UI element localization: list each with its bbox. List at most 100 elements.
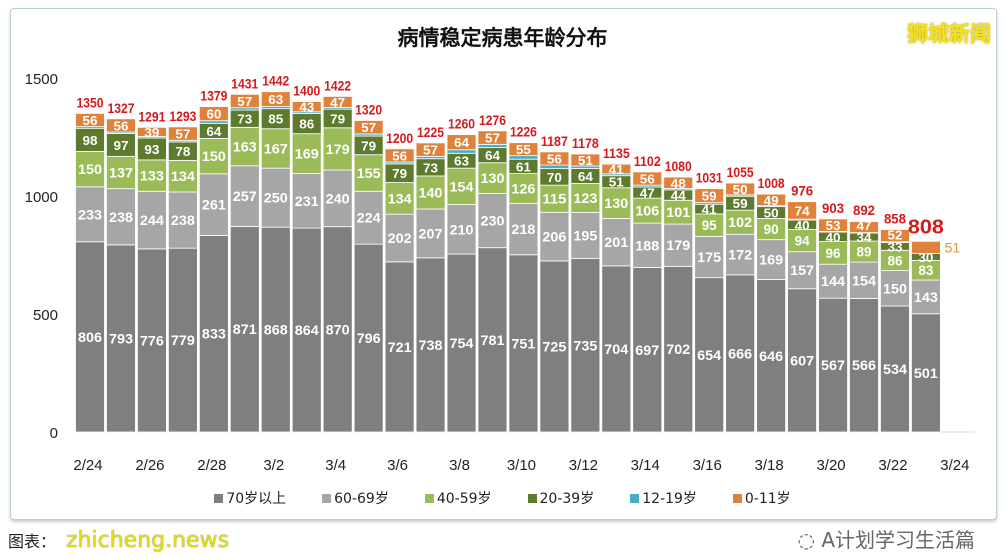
data-label: 179 bbox=[666, 237, 690, 253]
total-label: 1178 bbox=[572, 135, 599, 151]
total-label: 1442 bbox=[262, 73, 289, 89]
wechat-label: A计划学习生活篇 bbox=[821, 528, 975, 552]
x-tick-label: 3/16 bbox=[693, 457, 722, 474]
bar-segment bbox=[137, 159, 167, 192]
data-label: 202 bbox=[388, 230, 412, 246]
wechat-watermark: ◌ A计划学习生活篇 bbox=[797, 528, 976, 552]
bar-segment bbox=[570, 258, 601, 433]
x-tick-label: 2/26 bbox=[135, 457, 164, 474]
bar-segment bbox=[539, 184, 570, 213]
data-label: 172 bbox=[728, 247, 752, 263]
bar-segment bbox=[911, 313, 941, 433]
bar-segment bbox=[353, 154, 384, 192]
data-label: 64 bbox=[454, 135, 470, 150]
bar-segment bbox=[384, 148, 415, 163]
data-label: 870 bbox=[326, 321, 350, 337]
data-label: 238 bbox=[109, 209, 133, 225]
legend-label: 40-59岁 bbox=[436, 491, 492, 507]
data-label: 50 bbox=[733, 182, 748, 197]
bar-segment bbox=[570, 153, 601, 167]
data-label: 257 bbox=[233, 188, 257, 204]
data-label: 40 bbox=[826, 230, 841, 245]
data-label: 646 bbox=[759, 348, 783, 364]
data-label: 154 bbox=[852, 272, 876, 288]
data-label: 238 bbox=[171, 212, 195, 228]
total-label: 1008 bbox=[758, 175, 785, 191]
data-label: 140 bbox=[419, 184, 443, 200]
data-label: 51 bbox=[945, 239, 961, 255]
data-label: 240 bbox=[326, 190, 350, 206]
data-label: 195 bbox=[573, 228, 597, 244]
bar-segment bbox=[291, 101, 322, 113]
data-label: 725 bbox=[542, 338, 566, 354]
bar-segment bbox=[198, 106, 229, 122]
data-label: 233 bbox=[78, 206, 102, 222]
bar-segment bbox=[694, 235, 725, 279]
bar-segment bbox=[384, 261, 415, 433]
bar-segment bbox=[229, 126, 260, 167]
data-label: 106 bbox=[635, 203, 659, 219]
data-label: 79 bbox=[330, 111, 345, 126]
bar-segment bbox=[570, 183, 601, 213]
legend-swatch bbox=[732, 493, 742, 503]
data-label: 754 bbox=[450, 335, 474, 351]
data-label: 95 bbox=[702, 217, 717, 233]
data-label: 167 bbox=[264, 140, 288, 156]
total-label: 808 bbox=[908, 216, 944, 238]
bar-segment bbox=[353, 120, 384, 135]
data-label: 63 bbox=[268, 92, 283, 107]
data-label: 44 bbox=[671, 188, 687, 203]
data-label: 51 bbox=[609, 175, 624, 190]
data-label: 150 bbox=[202, 148, 226, 164]
data-label: 206 bbox=[542, 229, 566, 245]
data-label: 721 bbox=[388, 339, 412, 355]
total-label: 892 bbox=[853, 202, 875, 218]
data-label: 73 bbox=[423, 160, 438, 175]
bar-segment bbox=[787, 201, 817, 220]
x-tick-label: 3/14 bbox=[631, 457, 660, 474]
data-label: 188 bbox=[635, 237, 659, 253]
data-label: 793 bbox=[109, 330, 133, 346]
data-label: 697 bbox=[635, 342, 659, 358]
bar-segment bbox=[137, 190, 167, 250]
bar-segment bbox=[291, 133, 322, 174]
data-label: 864 bbox=[295, 322, 319, 338]
data-label: 169 bbox=[759, 252, 783, 268]
bar-segment bbox=[756, 193, 787, 207]
data-label: 654 bbox=[697, 347, 721, 363]
total-label: 1379 bbox=[200, 88, 227, 104]
data-label: 833 bbox=[202, 326, 226, 342]
data-label: 133 bbox=[140, 168, 164, 184]
data-label: 94 bbox=[795, 233, 810, 249]
data-label: 702 bbox=[666, 341, 690, 357]
bar-segment bbox=[694, 188, 725, 204]
data-label: 49 bbox=[764, 193, 779, 208]
data-label: 56 bbox=[392, 148, 407, 163]
bar-segment bbox=[477, 162, 508, 194]
total-label: 1200 bbox=[386, 130, 413, 146]
bar-segment bbox=[446, 167, 477, 205]
data-label: 41 bbox=[702, 202, 717, 217]
x-tick-label: 3/4 bbox=[325, 457, 346, 474]
data-label: 55 bbox=[516, 142, 531, 157]
legend-item: 60-69岁 bbox=[322, 488, 389, 508]
data-label: 57 bbox=[361, 120, 376, 135]
data-label: 781 bbox=[480, 332, 504, 348]
legend-swatch bbox=[214, 493, 224, 503]
bar-segment bbox=[601, 187, 632, 219]
bar-segment bbox=[818, 218, 848, 232]
data-label: 57 bbox=[485, 131, 500, 146]
total-label: 1276 bbox=[479, 112, 506, 128]
data-label: 207 bbox=[419, 225, 443, 241]
data-label: 64 bbox=[206, 124, 222, 139]
data-label: 779 bbox=[171, 332, 195, 348]
data-label: 751 bbox=[511, 335, 535, 351]
bar-segment bbox=[787, 288, 817, 433]
bar-segment bbox=[167, 247, 198, 433]
legend-swatch bbox=[527, 493, 537, 503]
data-label: 871 bbox=[233, 321, 257, 337]
bar-segment bbox=[198, 173, 229, 236]
bar-segment bbox=[198, 138, 229, 175]
chart-title: 病情稳定病患年龄分布 bbox=[397, 26, 608, 50]
x-tick-label: 3/12 bbox=[569, 457, 598, 474]
